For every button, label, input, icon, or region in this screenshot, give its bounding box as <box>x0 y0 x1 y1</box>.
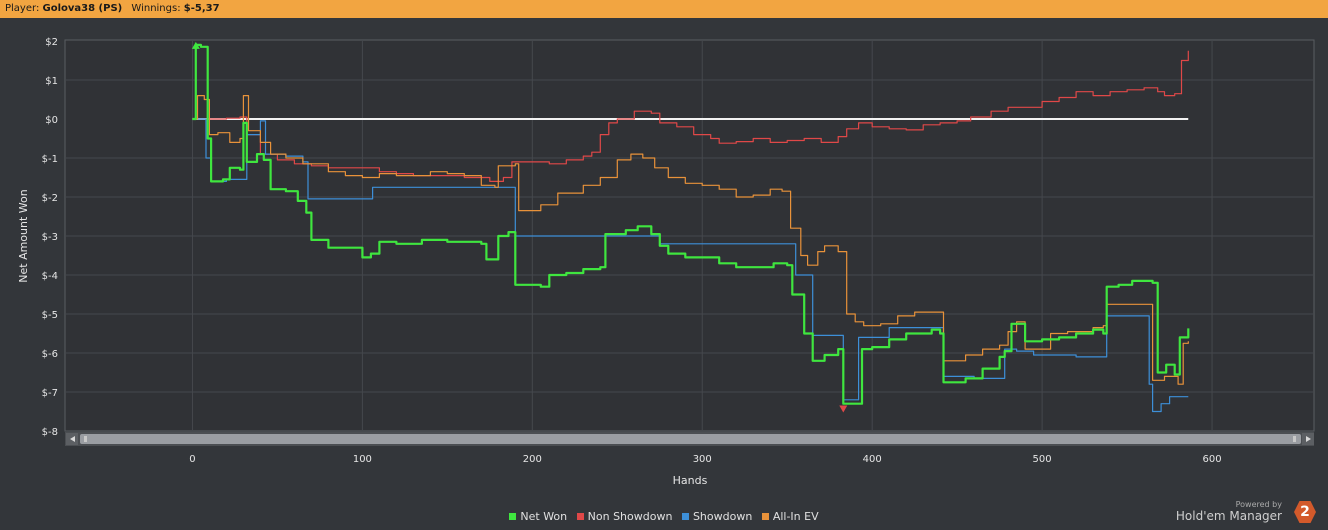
player-label: Player: <box>5 3 40 14</box>
x-tick-label: 0 <box>189 454 195 465</box>
y-tick-label: $-2 <box>42 193 58 204</box>
axis-ticks: $2 $1 $0 $-1 $-2 $-3 $-4 $-5 $-6 $-7 $-8 0 100 200 300… <box>42 37 1222 465</box>
brand-name: Hold'em Manager <box>1175 509 1282 523</box>
legend-label: Non Showdown <box>587 510 673 523</box>
y-tick-label: $-1 <box>42 154 58 165</box>
x-tick-label: 500 <box>1033 454 1052 465</box>
series-line-all-in-ev[interactable] <box>192 95 1189 385</box>
series-line-net-won[interactable] <box>192 43 1190 405</box>
y-tick-label: $1 <box>45 76 58 87</box>
legend-swatch <box>681 513 689 520</box>
x-tick-label: 200 <box>523 454 542 465</box>
x-tick-label: 300 <box>693 454 712 465</box>
x-tick-label: 400 <box>863 454 882 465</box>
y-tick-label: $-7 <box>42 388 58 399</box>
legend-label: All-In EV <box>772 510 819 523</box>
legend-item-non-showdown[interactable]: Non Showdown <box>576 510 673 523</box>
x-axis-title: Hands <box>673 474 708 487</box>
legend-item-net-won[interactable]: Net Won <box>509 510 567 523</box>
y-tick-label: $-8 <box>42 427 58 438</box>
winnings-value: $-5,37 <box>183 3 220 14</box>
legend-swatch <box>576 513 584 520</box>
series-line-non-showdown[interactable] <box>192 50 1189 182</box>
holdem-manager-branding: Powered by Hold'em Manager 2 <box>1170 499 1320 527</box>
winnings-label: Winnings: <box>131 3 181 14</box>
series-lines <box>192 43 1190 413</box>
extreme-markers <box>191 41 848 413</box>
horizontal-scrollbar[interactable] <box>65 432 1314 446</box>
hm2-logo-icon: 2 <box>1294 501 1316 523</box>
legend-swatch <box>509 513 517 520</box>
y-tick-label: $-4 <box>42 271 58 282</box>
legend-label: Net Won <box>520 510 568 523</box>
legend-label: Showdown <box>692 510 753 523</box>
scrollbar-thumb[interactable] <box>80 434 1301 444</box>
y-tick-label: $-6 <box>42 349 58 360</box>
net-won-graph: $2 $1 $0 $-1 $-2 $-3 $-4 $-5 $-6 $-7 $-8 0 100 200 300… <box>17 37 1315 487</box>
y-tick-label: $2 <box>45 37 58 48</box>
y-tick-label: $-5 <box>42 310 58 321</box>
y-axis-title: Net Amount Won <box>17 189 30 282</box>
x-tick-label: 100 <box>353 454 372 465</box>
scroll-right-arrow-icon <box>1306 436 1311 442</box>
player-name: Golova38 (PS) <box>42 3 123 14</box>
marker-max <box>191 41 200 49</box>
legend-swatch <box>761 513 769 520</box>
y-tick-label: $0 <box>45 115 58 126</box>
legend-item-showdown[interactable]: Showdown <box>681 510 753 523</box>
legend-item-all-in-ev[interactable]: All-In EV <box>761 510 819 523</box>
x-tick-label: 600 <box>1202 454 1221 465</box>
series-line-showdown[interactable] <box>192 118 1189 413</box>
y-tick-label: $-3 <box>42 232 58 243</box>
marker-min <box>839 405 848 413</box>
powered-by-text: Powered by <box>1235 500 1282 509</box>
scroll-left-arrow-icon <box>70 436 75 442</box>
chart-legend: Net Won Non Showdown Showdown All-In EV <box>0 510 1328 524</box>
player-header: Player: Golova38 (PS) Winnings: $-5,37 <box>0 0 1328 18</box>
